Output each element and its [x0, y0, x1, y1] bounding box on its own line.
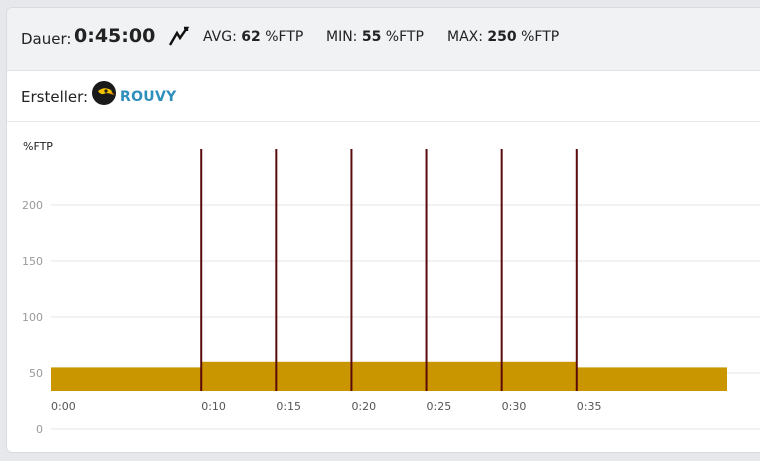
y-tick-label: 150	[22, 255, 43, 268]
interval-block	[351, 361, 427, 391]
x-tick-label: 0:15	[276, 400, 301, 413]
min-stat: MIN: 55 %FTP	[326, 29, 424, 45]
y-tick-label: 50	[29, 367, 43, 380]
x-tick-label: 0:20	[351, 400, 376, 413]
min-label: MIN:	[326, 29, 358, 45]
workout-card: Dauer: 0:45:00 AVG: 62 %FTP MIN: 55 %FTP…	[6, 7, 760, 453]
creator-link[interactable]: ROUVY	[120, 89, 177, 105]
max-stat: MAX: 250 %FTP	[447, 29, 559, 45]
rouvy-bird-logo	[92, 81, 116, 105]
duration-value: 0:45:00	[74, 25, 156, 47]
duration-label: Dauer:	[21, 30, 72, 48]
creator-label: Ersteller:	[21, 88, 89, 106]
avg-unit: %FTP	[265, 29, 304, 45]
interval-block	[426, 361, 502, 391]
y-tick-label: 0	[36, 423, 43, 436]
min-unit: %FTP	[385, 29, 424, 45]
max-unit: %FTP	[521, 29, 560, 45]
workout-profile-chart: 0 50 100 150 200 %FTP 0:00 0:10 0:15 0:20 0:25 0:30…	[22, 140, 760, 436]
y-tick-label: 200	[22, 199, 43, 212]
interval-block	[51, 367, 202, 391]
interval-block	[276, 361, 352, 391]
max-value: 250	[487, 29, 517, 45]
avg-value: 62	[241, 29, 261, 45]
creator-row: Ersteller: ROUVY	[7, 71, 760, 122]
avg-stat: AVG: 62 %FTP	[203, 29, 303, 45]
x-tick-label: 0:25	[427, 400, 452, 413]
x-tick-label: 0:35	[577, 400, 602, 413]
max-label: MAX:	[447, 29, 483, 45]
y-axis-unit-label: %FTP	[23, 140, 53, 153]
workout-summary-bar: Dauer: 0:45:00 AVG: 62 %FTP MIN: 55 %FTP…	[7, 8, 760, 71]
interval-block	[576, 367, 727, 391]
avg-label: AVG:	[203, 29, 237, 45]
lightning-icon	[168, 26, 190, 46]
y-tick-label: 100	[22, 311, 43, 324]
x-tick-label: 0:00	[51, 400, 76, 413]
interval-block	[501, 361, 577, 391]
x-tick-label: 0:10	[201, 400, 226, 413]
x-tick-label: 0:30	[502, 400, 527, 413]
min-value: 55	[361, 29, 382, 45]
interval-block	[201, 361, 277, 391]
